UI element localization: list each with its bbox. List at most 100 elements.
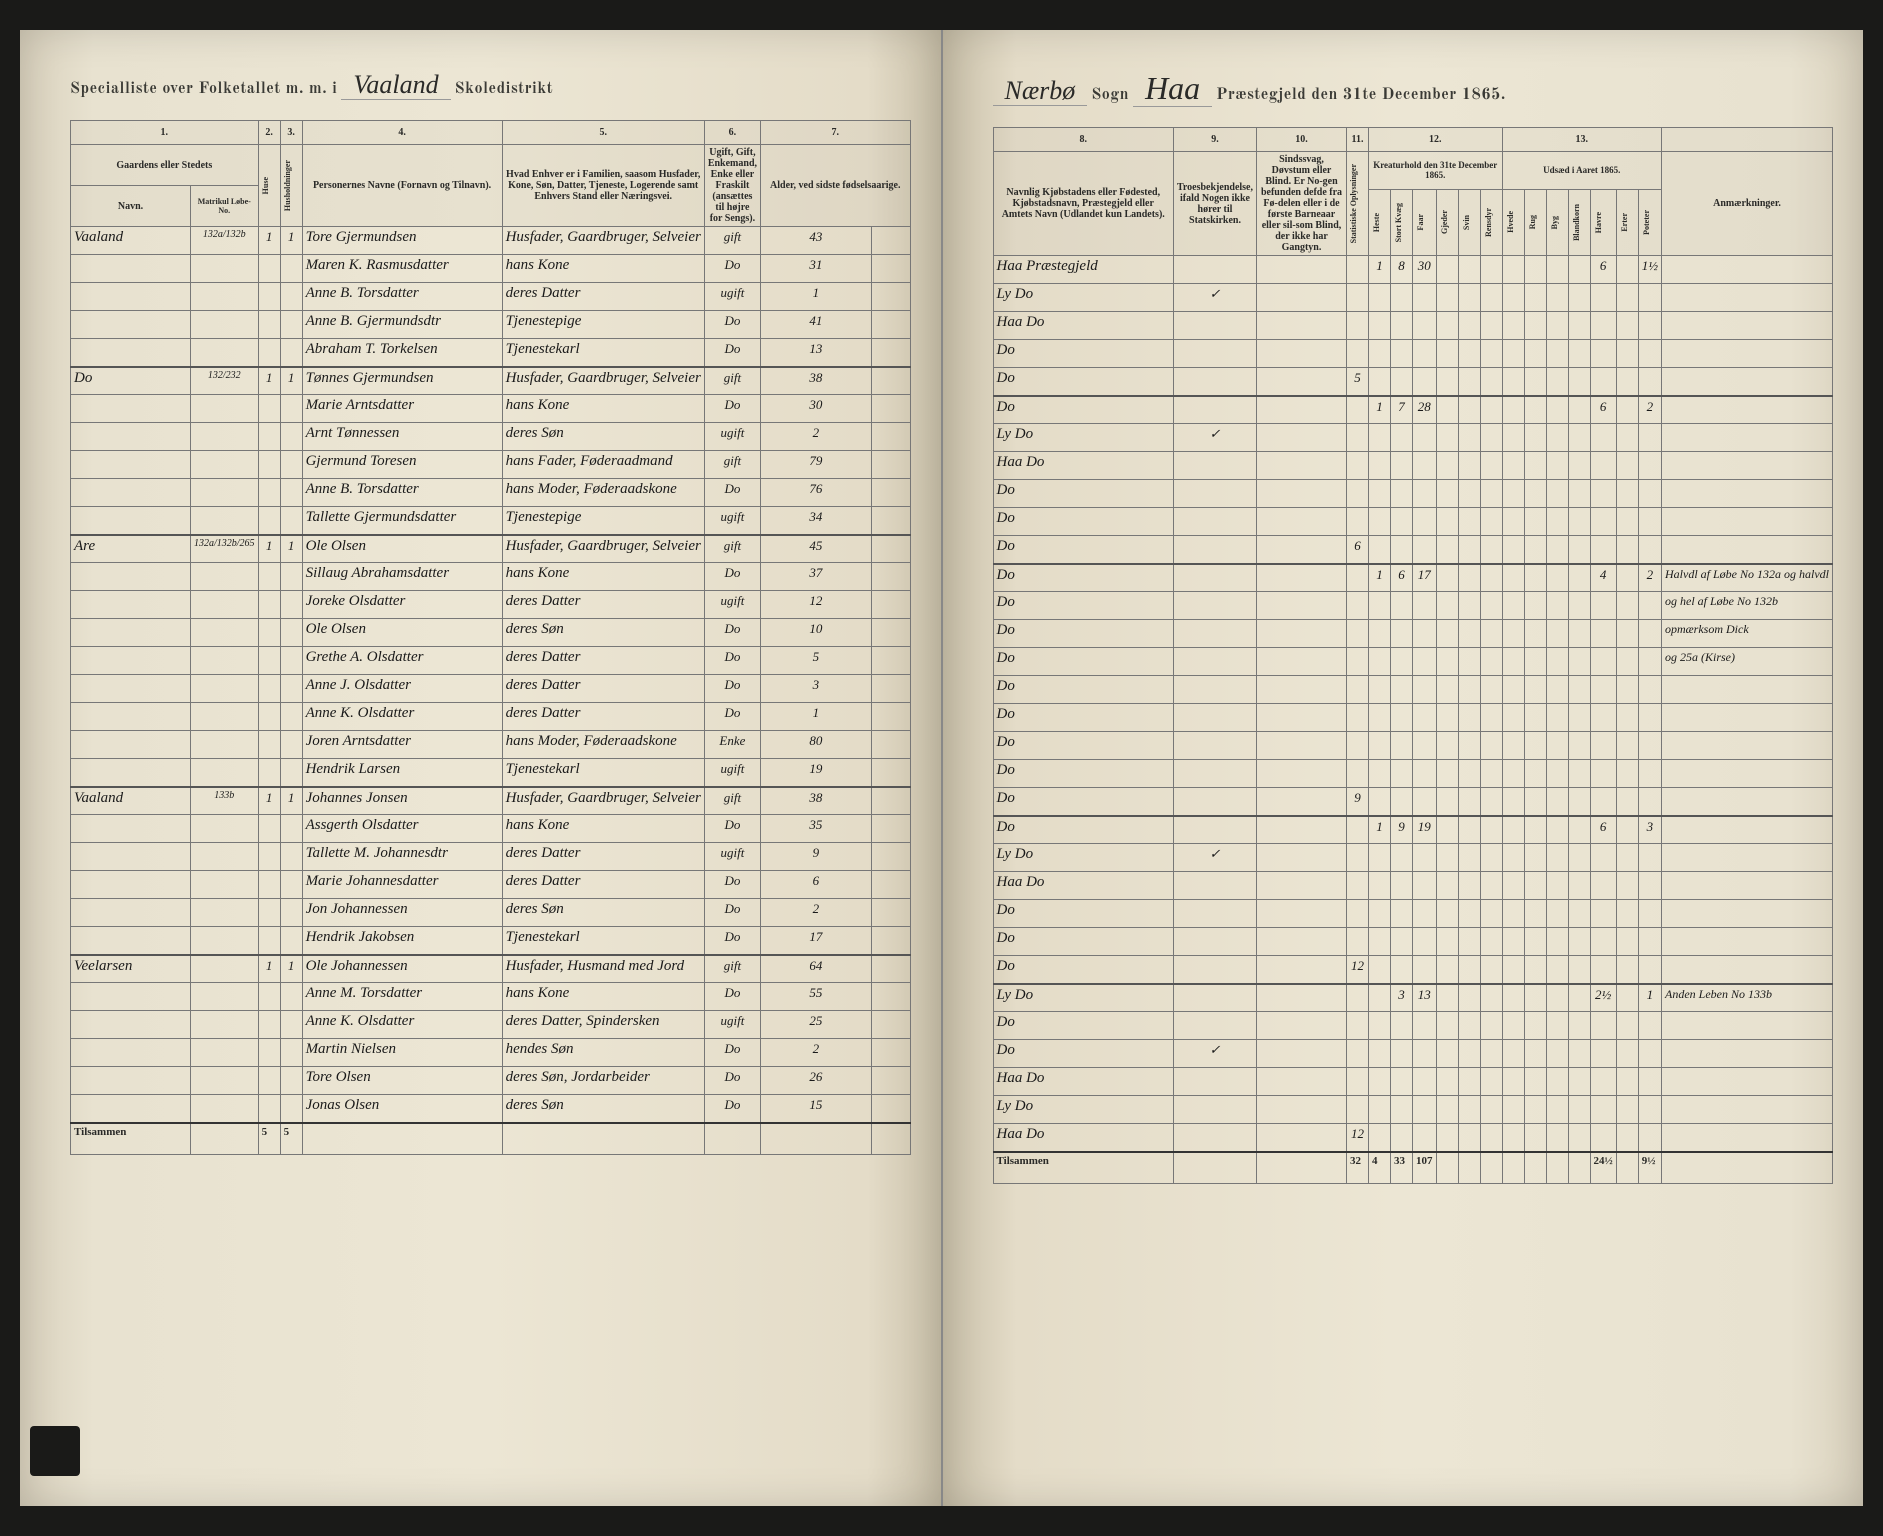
table-row: Do172862	[993, 396, 1833, 424]
table-row: Doopmærksom Dick	[993, 620, 1833, 648]
col1-lobe: Matrikul Løbe-No.	[191, 186, 259, 227]
livestock-header: Svin	[1458, 189, 1480, 256]
right-header: Nærbø Sogn Haa Præstegjeld den 31te Dece…	[993, 70, 1834, 107]
table-row: Do6	[993, 536, 1833, 564]
table-row: Sillaug Abrahamsdatterhans KoneDo37	[71, 563, 911, 591]
livestock-header: Faar	[1413, 189, 1437, 256]
table-row: Abraham T. TorkelsenTjenestekarlDo13	[71, 339, 911, 367]
col-11: 11.	[1347, 128, 1369, 152]
table-row: Ly Do✓	[993, 284, 1833, 312]
table-row: Do	[993, 732, 1833, 760]
col-6: 6.	[704, 121, 760, 145]
table-row: Haa Præstegjeld183061½	[993, 256, 1833, 284]
col-1: 1.	[71, 121, 259, 145]
col1-navn: Navn.	[71, 186, 191, 227]
sogn-word: Sogn	[1091, 87, 1129, 103]
table-row: Grethe A. Olsdatterderes DatterDo5	[71, 647, 911, 675]
left-page: Specialliste over Folketallet m. m. i Va…	[20, 30, 943, 1506]
col5-desc: Hvad Enhver er i Familien, saasom Husfad…	[502, 145, 704, 227]
left-header: Specialliste over Folketallet m. m. i Va…	[70, 70, 911, 100]
table-row: Do	[993, 704, 1833, 732]
table-row: Jonas Olsenderes SønDo15	[71, 1095, 911, 1123]
col3-desc: Husholdninger	[280, 145, 302, 227]
col1-desc: Gaardens eller Stedets	[71, 145, 259, 186]
table-row: Marie Johannesdatterderes DatterDo6	[71, 871, 911, 899]
footer-horses: 4	[1369, 1152, 1391, 1184]
table-row: Marie Arntsdatterhans KoneDo30	[71, 395, 911, 423]
table-row: Doog hel af Løbe No 132b	[993, 592, 1833, 620]
col-12: 12.	[1369, 128, 1503, 152]
table-row: Maren K. Rasmusdatterhans KoneDo31	[71, 255, 911, 283]
table-row: Tore Olsenderes Søn, JordarbeiderDo26	[71, 1067, 911, 1095]
header-prefix: Specialliste over Folketallet m. m. i	[70, 81, 337, 97]
table-row: Assgerth Olsdatterhans KoneDo35	[71, 815, 911, 843]
livestock-header: Heste	[1369, 189, 1391, 256]
table-row: Do9	[993, 788, 1833, 816]
table-row: Anne M. Torsdatterhans KoneDo55	[71, 983, 911, 1011]
table-row: Haa Do12	[993, 1124, 1833, 1152]
col-4: 4.	[302, 121, 502, 145]
col-3: 3.	[280, 121, 302, 145]
table-row: Do191963	[993, 816, 1833, 844]
table-row: Veelarsen11Ole JohannessenHusfader, Husm…	[71, 955, 911, 983]
livestock-header: Stort Kvæg	[1391, 189, 1413, 256]
col2-desc: Huse	[258, 145, 280, 227]
crop-header: Hvede	[1502, 189, 1524, 256]
footer-label: Tilsammen	[71, 1123, 191, 1155]
table-row: Joren Arntsdatterhans Moder, Føderaadsko…	[71, 731, 911, 759]
col-7: 7.	[761, 121, 911, 145]
table-row: Do5	[993, 368, 1833, 396]
table-row: Do161742Halvdl af Løbe No 132a og halvdl	[993, 564, 1833, 592]
thumb-tab	[30, 1426, 80, 1476]
col6-desc: Ugift, Gift, Enkemand, Enke eller Fraski…	[704, 145, 760, 227]
crop-header: Blandkorn	[1568, 189, 1590, 256]
table-row: Ly Do✓	[993, 424, 1833, 452]
col-9: 9.	[1173, 128, 1256, 152]
col7-desc: Alder, ved sidste fødselsaarige.	[761, 145, 911, 227]
table-row: Do	[993, 760, 1833, 788]
table-row: Tallette GjermundsdatterTjenestepigeugif…	[71, 507, 911, 535]
table-row: Tallette M. Johannesdtrderes Datterugift…	[71, 843, 911, 871]
footer-c11: 32	[1347, 1152, 1369, 1184]
col-anm	[1662, 128, 1833, 152]
col-2: 2.	[258, 121, 280, 145]
table-row: Ly Do✓	[993, 844, 1833, 872]
col11-desc: Statistiske Oplysninger	[1347, 152, 1369, 256]
table-row: Do12	[993, 956, 1833, 984]
district-name: Vaaland	[341, 70, 450, 100]
livestock-header: Gjeder	[1436, 189, 1458, 256]
table-row: Vaaland133b11Johannes JonsenHusfader, Ga…	[71, 787, 911, 815]
table-row: Anne K. Olsdatterderes DatterDo1	[71, 703, 911, 731]
right-table: 8. 9. 10. 11. 12. 13. Navnlig Kjøbstaden…	[993, 127, 1834, 1184]
crop-header: Erter	[1616, 189, 1638, 256]
table-row: Doog 25a (Kirse)	[993, 648, 1833, 676]
footer-row-right: Tilsammen 32 4 33 107 24½ 9½	[993, 1152, 1833, 1184]
prestegjeld-name: Haa	[1133, 70, 1212, 107]
table-row: Martin Nielsenhendes SønDo2	[71, 1039, 911, 1067]
crop-header: Rug	[1524, 189, 1546, 256]
table-row: Do	[993, 1012, 1833, 1040]
table-row: Are132a/132b/26511Ole OlsenHusfader, Gaa…	[71, 535, 911, 563]
left-table: 1. 2. 3. 4. 5. 6. 7. Gaardens eller Sted…	[70, 120, 911, 1155]
table-row: Anne K. Olsdatterderes Datter, Spindersk…	[71, 1011, 911, 1039]
table-row: Gjermund Toresenhans Fader, Føderaadmand…	[71, 451, 911, 479]
col-5: 5.	[502, 121, 704, 145]
table-row: Anne B. Torsdatterderes Datterugift1	[71, 283, 911, 311]
col-8: 8.	[993, 128, 1173, 152]
footer-houses: 5	[258, 1123, 280, 1155]
table-row: Do	[993, 508, 1833, 536]
table-row: Joreke Olsdatterderes Datterugift12	[71, 591, 911, 619]
col10-desc: Sindssvag, Døvstum eller Blind. Er No-ge…	[1257, 152, 1347, 256]
table-row: Haa Do	[993, 1068, 1833, 1096]
crop-header: Havre	[1590, 189, 1616, 256]
footer-sheep: 107	[1413, 1152, 1437, 1184]
footer-label-r: Tilsammen	[993, 1152, 1173, 1184]
table-row: Do	[993, 900, 1833, 928]
livestock-header: Rensdyr	[1480, 189, 1502, 256]
table-row: Ly Do3132½1Anden Leben No 133b	[993, 984, 1833, 1012]
table-row: Haa Do	[993, 872, 1833, 900]
crop-header: Byg	[1546, 189, 1568, 256]
ledger-book: Specialliste over Folketallet m. m. i Va…	[0, 0, 1883, 1536]
col8-desc: Navnlig Kjøbstadens eller Fødested, Kjøb…	[993, 152, 1173, 256]
table-row: Haa Do	[993, 452, 1833, 480]
